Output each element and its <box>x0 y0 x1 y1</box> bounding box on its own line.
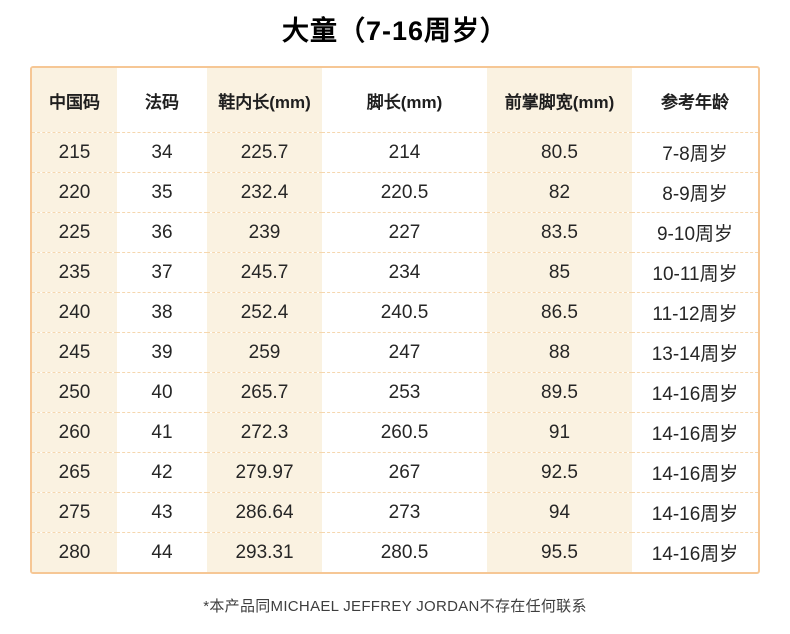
table-cell: 259 <box>207 332 322 373</box>
table-cell: 41 <box>117 412 207 453</box>
table-row: 220 35 232.4 220.5 82 8-9周岁 <box>32 172 758 213</box>
table-cell: 36 <box>117 212 207 253</box>
table-cell: 42 <box>117 452 207 493</box>
table-cell: 14-16周岁 <box>632 412 758 453</box>
table-cell: 34 <box>117 132 207 173</box>
table-cell: 14-16周岁 <box>632 372 758 413</box>
table-cell: 240 <box>32 292 117 333</box>
page-title: 大童（7-16周岁） <box>281 16 509 46</box>
table-cell: 14-16周岁 <box>632 492 758 533</box>
table-cell: 214 <box>322 132 487 173</box>
table-row: 215 34 225.7 214 80.5 7-8周岁 <box>32 132 758 173</box>
table-cell: 40 <box>117 372 207 413</box>
table-cell: 43 <box>117 492 207 533</box>
table-cell: 82 <box>487 172 632 213</box>
table-cell: 272.3 <box>207 412 322 453</box>
table-cell: 239 <box>207 212 322 253</box>
table-cell: 235 <box>32 252 117 293</box>
table-cell: 286.64 <box>207 492 322 533</box>
table-cell: 247 <box>322 332 487 373</box>
table-cell: 39 <box>117 332 207 373</box>
header-row: 中国码 法码 鞋内长(mm) 脚长(mm) 前掌脚宽(mm) 参考年龄 <box>32 68 758 133</box>
column-header: 中国码 <box>32 68 117 133</box>
table-body: 215 34 225.7 214 80.5 7-8周岁 220 35 232.4 220.5 82 8… <box>32 132 758 572</box>
table-cell: 240.5 <box>322 292 487 333</box>
table-cell: 14-16周岁 <box>632 452 758 493</box>
table-row: 225 36 239 227 83.5 9-10周岁 <box>32 212 758 253</box>
table-cell: 232.4 <box>207 172 322 213</box>
table-cell: 245 <box>32 332 117 373</box>
table-row: 260 41 272.3 260.5 91 14-16周岁 <box>32 412 758 453</box>
table-cell: 260.5 <box>322 412 487 453</box>
table-cell: 91 <box>487 412 632 453</box>
table-cell: 83.5 <box>487 212 632 253</box>
table-cell: 250 <box>32 372 117 413</box>
table-cell: 38 <box>117 292 207 333</box>
table-cell: 88 <box>487 332 632 373</box>
table-cell: 8-9周岁 <box>632 172 758 213</box>
table-row: 265 42 279.97 267 92.5 14-16周岁 <box>32 452 758 493</box>
table-row: 250 40 265.7 253 89.5 14-16周岁 <box>32 372 758 413</box>
table-cell: 86.5 <box>487 292 632 333</box>
table-cell: 265.7 <box>207 372 322 413</box>
table-cell: 293.31 <box>207 532 322 572</box>
table-row: 240 38 252.4 240.5 86.5 11-12周岁 <box>32 292 758 333</box>
table-cell: 279.97 <box>207 452 322 493</box>
table-cell: 89.5 <box>487 372 632 413</box>
size-chart-table: 中国码 法码 鞋内长(mm) 脚长(mm) 前掌脚宽(mm) 参考年龄 215 34 225.… <box>32 68 758 572</box>
table-cell: 260 <box>32 412 117 453</box>
table-cell: 13-14周岁 <box>632 332 758 373</box>
table-cell: 44 <box>151 541 173 563</box>
table-cell: 7-8周岁 <box>632 132 758 173</box>
table-cell: 265 <box>32 452 117 493</box>
table-cell: 252.4 <box>207 292 322 333</box>
table-row: 245 39 259 247 88 13-14周岁 <box>32 332 758 373</box>
table-cell: 220 <box>32 172 117 213</box>
table-cell: 280 <box>32 532 117 572</box>
table-cell: 80.5 <box>487 132 632 173</box>
table-cell: 280.5 <box>380 541 429 563</box>
table-cell: 275 <box>32 492 117 533</box>
table-row: 235 37 245.7 234 85 10-11周岁 <box>32 252 758 293</box>
table-cell: 10-11周岁 <box>632 252 758 293</box>
table-cell: 273 <box>322 492 487 533</box>
table-cell: 85 <box>487 252 632 293</box>
table-row: 275 43 286.64 273 94 14-16周岁 <box>32 492 758 533</box>
table-cell: 92.5 <box>487 452 632 493</box>
column-header: 鞋内长(mm) <box>207 68 322 133</box>
disclaimer-text: *本产品同MICHAEL JEFFREY JORDAN不存在任何联系 <box>203 598 587 615</box>
table-cell: 9-10周岁 <box>632 212 758 253</box>
table-cell: 37 <box>117 252 207 293</box>
table-cell: 253 <box>322 372 487 413</box>
table-cell: 95.5 <box>487 532 632 572</box>
column-header: 前掌脚宽(mm) <box>487 68 632 133</box>
table-cell: 267 <box>322 452 487 493</box>
table-cell: 234 <box>322 252 487 293</box>
table-cell: 94 <box>487 492 632 533</box>
size-chart: 中国码 法码 鞋内长(mm) 脚长(mm) 前掌脚宽(mm) 参考年龄 215 34 225.… <box>30 66 760 574</box>
column-header: 脚长(mm) <box>322 68 487 133</box>
table-cell: 35 <box>117 172 207 213</box>
column-header: 法码 <box>117 68 207 133</box>
table-cell: 245.7 <box>207 252 322 293</box>
table-cell: 225 <box>32 212 117 253</box>
table-cell: 11-12周岁 <box>632 292 758 333</box>
column-header: 参考年龄 <box>632 68 758 133</box>
table-cell: 220.5 <box>322 172 487 213</box>
table-row: 280 44 293.31 280.5 95.5 14-16周岁 <box>32 532 758 572</box>
table-cell: 215 <box>32 132 117 173</box>
table-cell: 225.7 <box>207 132 322 173</box>
table-cell: 227 <box>322 212 487 253</box>
table-cell: 14-16周岁 <box>651 544 739 565</box>
